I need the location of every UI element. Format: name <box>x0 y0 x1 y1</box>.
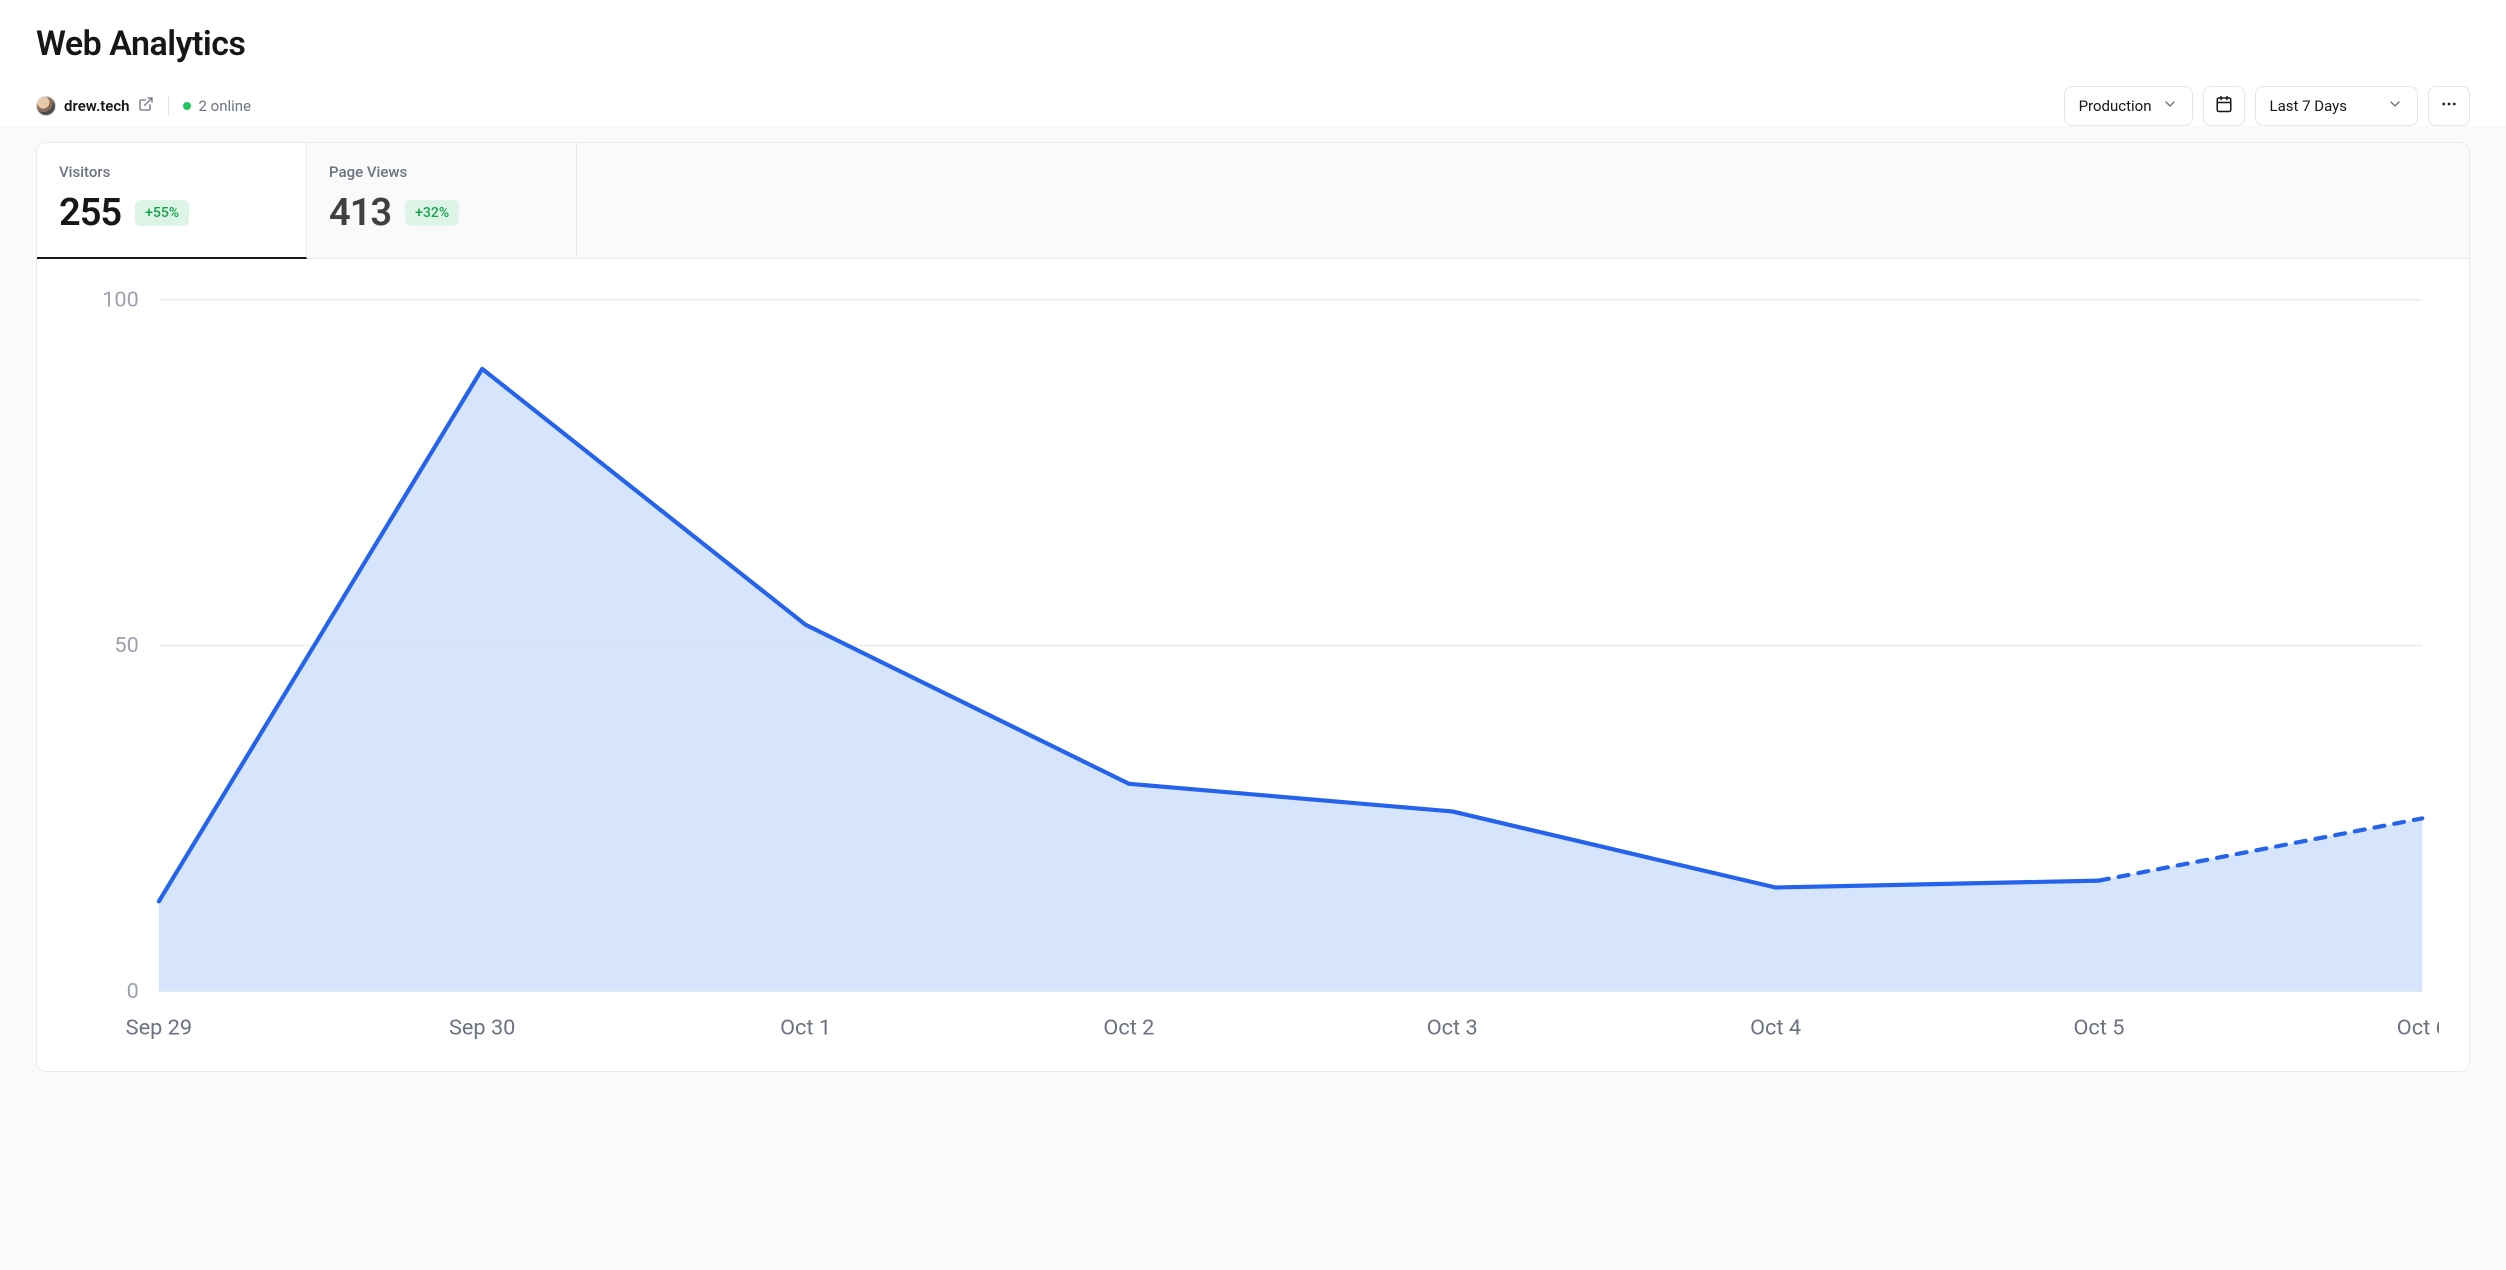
tab-value: 255 <box>59 191 121 235</box>
tab-label: Page Views <box>329 163 554 181</box>
online-text: 2 online <box>199 97 252 115</box>
online-status: 2 online <box>183 97 252 115</box>
analytics-card: Visitors 255 +55% Page Views 413 +32% 0 5… <box>36 142 2470 1072</box>
delta-badge: +32% <box>405 200 459 226</box>
chart-area: 0 50 100 Sep 29 Sep 30 Oct 1 Oct 2 Oct 3 Oct 4 Oc… <box>37 259 2469 1071</box>
svg-text:0: 0 <box>127 979 139 1004</box>
chevron-down-icon <box>2162 96 2178 116</box>
page-title: Web Analytics <box>36 24 2470 64</box>
svg-text:Sep 30: Sep 30 <box>449 1016 515 1041</box>
tab-visitors[interactable]: Visitors 255 +55% <box>37 143 307 259</box>
chevron-down-icon <box>2387 96 2403 116</box>
calendar-button[interactable] <box>2203 86 2245 126</box>
svg-text:Oct 1: Oct 1 <box>780 1016 831 1041</box>
site-link[interactable]: drew.tech <box>36 96 154 116</box>
tab-value: 413 <box>329 191 391 235</box>
online-dot-icon <box>183 102 191 110</box>
svg-text:Sep 29: Sep 29 <box>126 1016 192 1041</box>
environment-select[interactable]: Production <box>2064 86 2193 126</box>
avatar <box>36 96 56 116</box>
external-link-icon <box>138 96 154 116</box>
tab-page-views[interactable]: Page Views 413 +32% <box>307 143 577 258</box>
site-name: drew.tech <box>64 97 130 115</box>
date-range-label: Last 7 Days <box>2270 97 2348 115</box>
calendar-icon <box>2215 95 2233 117</box>
delta-badge: +55% <box>135 200 189 226</box>
header-row: drew.tech 2 online Production <box>36 86 2470 126</box>
more-button[interactable] <box>2428 86 2470 126</box>
svg-text:Oct 5: Oct 5 <box>2073 1016 2124 1041</box>
header-right: Production Last 7 Days <box>2064 86 2470 126</box>
visitors-chart: 0 50 100 Sep 29 Sep 30 Oct 1 Oct 2 Oct 3 Oct 4 Oc… <box>67 283 2439 1051</box>
metric-tabs: Visitors 255 +55% Page Views 413 +32% <box>37 143 2469 259</box>
svg-text:100: 100 <box>102 287 139 312</box>
date-range-select[interactable]: Last 7 Days <box>2255 86 2419 126</box>
svg-text:Oct 3: Oct 3 <box>1427 1016 1478 1041</box>
svg-text:Oct 4: Oct 4 <box>1750 1016 1801 1041</box>
more-horizontal-icon <box>2440 95 2458 117</box>
header-left: drew.tech 2 online <box>36 96 251 116</box>
svg-text:Oct 2: Oct 2 <box>1103 1016 1154 1041</box>
tab-label: Visitors <box>59 163 284 181</box>
environment-label: Production <box>2079 97 2152 115</box>
svg-text:50: 50 <box>114 633 138 658</box>
divider <box>168 96 169 116</box>
svg-text:Oct 6: Oct 6 <box>2397 1016 2439 1041</box>
